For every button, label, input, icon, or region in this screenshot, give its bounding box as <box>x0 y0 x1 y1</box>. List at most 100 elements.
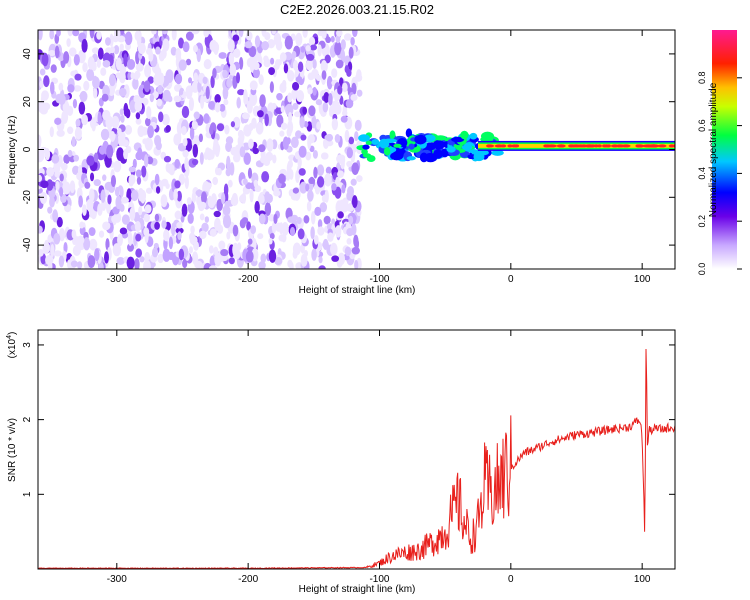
snr-scale-exp: 4 <box>6 335 13 339</box>
noise-blob <box>109 131 116 143</box>
noise-blob <box>123 148 129 160</box>
noise-blob <box>143 213 150 223</box>
noise-blob <box>289 226 296 237</box>
noise-blob <box>86 68 95 82</box>
noise-blob <box>351 82 357 96</box>
noise-blob <box>214 143 220 158</box>
noise-blob <box>171 222 176 236</box>
noise-blob <box>117 133 126 147</box>
noise-blob <box>81 114 89 126</box>
noise-blob <box>252 61 260 71</box>
noise-blob <box>154 173 160 186</box>
noise-blob <box>97 111 102 126</box>
noise-blob <box>38 174 43 182</box>
noise-blob <box>79 221 85 229</box>
noise-blob <box>291 50 297 59</box>
noise-blob <box>120 114 125 123</box>
noise-blob <box>76 235 85 245</box>
noise-blob <box>340 115 348 123</box>
noise-blob <box>56 30 61 37</box>
noise-blob <box>162 248 171 262</box>
noise-blob <box>321 70 327 80</box>
noise-blob <box>38 225 43 234</box>
noise-blob <box>98 230 105 238</box>
spectrogram-y-tick-label: -20 <box>22 190 33 205</box>
noise-blob <box>178 37 184 49</box>
noise-blob <box>243 152 251 165</box>
noise-blob <box>303 215 310 224</box>
signal-peak <box>486 144 491 148</box>
noise-blob <box>312 86 317 96</box>
noise-blob <box>134 258 140 269</box>
noise-blob <box>289 261 294 269</box>
noise-blob <box>222 69 228 79</box>
noise-blob <box>248 45 257 58</box>
noise-blob <box>341 184 346 194</box>
spectrogram-x-tick-label: -100 <box>369 274 389 285</box>
noise-blob <box>291 214 299 221</box>
noise-blob <box>219 103 226 112</box>
noise-blob <box>45 254 54 266</box>
noise-blob <box>294 111 301 118</box>
noise-blob <box>143 154 149 168</box>
noise-blob <box>91 61 97 72</box>
noise-blob <box>49 126 54 138</box>
noise-blob <box>237 89 245 96</box>
noise-blob <box>203 59 212 70</box>
noise-blob <box>98 262 104 269</box>
noise-blob <box>300 46 306 53</box>
noise-blob <box>78 101 86 115</box>
noise-blob <box>200 191 207 204</box>
noise-blob <box>346 237 352 245</box>
snr-y-tick-label: 3 <box>22 342 33 348</box>
noise-blob <box>67 126 74 135</box>
noise-blob <box>302 30 308 38</box>
noise-blob <box>177 231 182 241</box>
noise-blob <box>54 117 62 125</box>
noise-blob <box>59 187 64 197</box>
signal-peak <box>636 144 645 148</box>
signal-peak <box>557 144 566 148</box>
noise-blob <box>113 45 120 55</box>
noise-blob <box>214 102 221 113</box>
noise-blob <box>181 105 190 119</box>
signal-peak <box>593 144 599 148</box>
snr-x-tick-label: -100 <box>369 574 389 585</box>
noise-blob <box>204 216 210 223</box>
noise-blob <box>258 213 266 225</box>
spectrogram-y-label: Frequency (Hz) <box>7 116 18 185</box>
noise-blob <box>313 235 319 245</box>
noise-blob <box>88 208 95 218</box>
noise-blob <box>248 122 254 132</box>
noise-blob <box>89 172 95 182</box>
signal-blob <box>451 136 465 143</box>
noise-blob <box>309 44 318 51</box>
noise-blob <box>110 46 115 54</box>
noise-blob <box>145 117 151 127</box>
noise-blob <box>321 30 327 40</box>
noise-blob <box>295 130 302 139</box>
signal-peak <box>500 144 507 148</box>
noise-blob <box>335 59 344 69</box>
noise-blob <box>210 75 215 89</box>
noise-blob <box>325 139 334 147</box>
noise-blob <box>354 119 362 132</box>
noise-blob <box>96 58 102 68</box>
noise-blob <box>60 162 68 171</box>
noise-blob <box>190 225 195 234</box>
noise-blob <box>189 126 195 140</box>
noise-blob <box>225 168 231 177</box>
snr-scale-end: ) <box>7 332 18 335</box>
noise-blob <box>279 130 285 137</box>
noise-blob <box>305 183 310 192</box>
noise-blob <box>176 121 182 136</box>
noise-blob <box>119 43 124 51</box>
noise-blob <box>278 173 286 184</box>
noise-blob <box>145 187 153 194</box>
noise-blob <box>73 54 80 66</box>
noise-blob <box>211 193 217 206</box>
noise-blob <box>72 165 80 176</box>
noise-blob <box>209 228 217 237</box>
noise-blob <box>97 47 104 60</box>
noise-blob <box>174 210 182 220</box>
